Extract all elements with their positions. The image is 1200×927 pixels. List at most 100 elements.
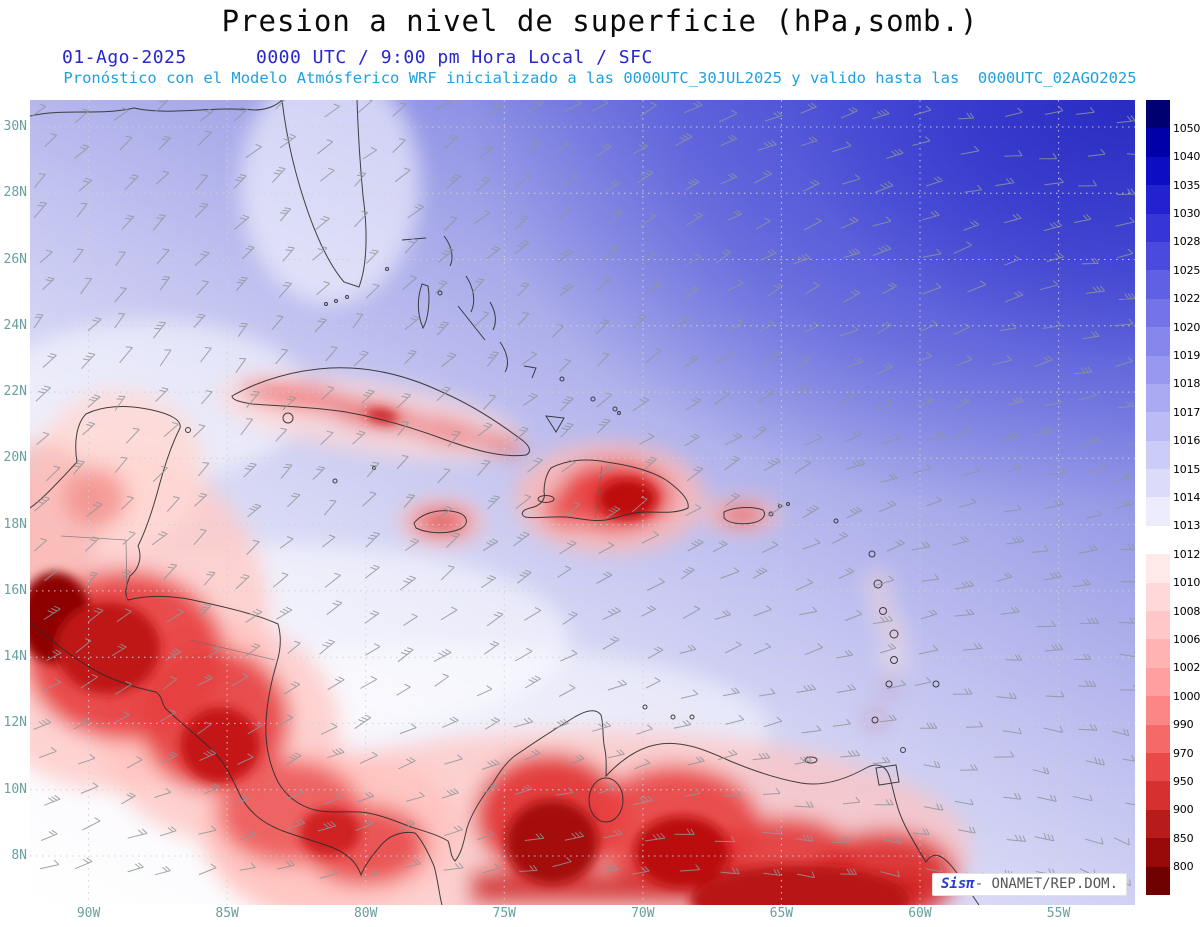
island-dominica	[879, 607, 887, 615]
lon-label-85W: 85W	[215, 906, 239, 921]
colorbar-tick-1015: 1015	[1173, 462, 1200, 476]
island-turks	[612, 406, 618, 412]
colorbar-cell-9	[1146, 355, 1170, 384]
coast-gulf-of-mexico	[30, 100, 283, 117]
colorbar-tick-1035: 1035	[1173, 178, 1200, 192]
island-caicos	[590, 396, 596, 402]
colorbar-cell-24	[1146, 781, 1170, 810]
colorbar-tick-1008: 1008	[1173, 604, 1200, 618]
island-cuba	[231, 367, 530, 457]
watermark: Sisπ- ONAMET/REP.DOM.	[931, 873, 1127, 896]
colorbar-cell-26	[1146, 838, 1170, 867]
colorbar-cell-6	[1146, 270, 1170, 299]
border-mexico-guatemala	[60, 535, 128, 600]
island-new-providence	[437, 290, 443, 296]
model-info-line: Pronóstico con el Modelo Atmósferico WRF…	[63, 69, 1137, 87]
island-florida-keys	[345, 295, 349, 299]
colorbar-tick-1002: 1002	[1173, 661, 1200, 675]
island-grenada	[871, 716, 879, 724]
island-florida-keys	[334, 299, 338, 303]
island-margarita	[804, 756, 818, 764]
island-martinique	[889, 629, 899, 639]
colorbar	[1146, 100, 1170, 895]
lat-label-16N: 16N	[3, 582, 27, 598]
island-florida-keys	[324, 302, 328, 306]
colorbar-tick-1017: 1017	[1173, 405, 1200, 419]
lat-label-30N: 30N	[3, 119, 27, 134]
lat-label-22N: 22N	[3, 384, 27, 400]
watermark-org: - ONAMET/REP.DOM.	[974, 876, 1118, 892]
colorbar-cell-3	[1146, 185, 1170, 214]
lon-label-75W: 75W	[492, 906, 516, 921]
island-eleuthera	[465, 275, 475, 313]
coast-florida	[281, 100, 367, 288]
island-puerto-rico	[723, 507, 766, 525]
colorbar-cell-16	[1146, 554, 1170, 583]
island-andros	[417, 283, 430, 330]
map-canvas	[30, 100, 1135, 905]
colorbar-tick-990: 990	[1173, 718, 1194, 732]
island-hispaniola	[521, 459, 689, 522]
pressure-shading	[30, 100, 1135, 905]
island-antigua	[868, 550, 876, 558]
colorbar-tick-1025: 1025	[1173, 263, 1200, 277]
datetime-line: 01-Ago-2025 0000 UTC / 9:00 pm Hora Loca…	[0, 47, 1200, 69]
colorbar-tick-1030: 1030	[1173, 207, 1200, 221]
colorbar-cell-15	[1146, 525, 1170, 555]
colorbar-tick-900: 900	[1173, 803, 1194, 817]
island-anguilla	[833, 518, 839, 524]
colorbar-cell-21	[1146, 696, 1170, 725]
colorbar-tick-1016: 1016	[1173, 434, 1200, 448]
colorbar-tick-1020: 1020	[1173, 320, 1200, 334]
lat-label-8N: 8N	[11, 847, 27, 863]
lake-maracaibo	[588, 777, 624, 823]
island-exuma-chain	[457, 305, 486, 341]
island-gonave	[537, 495, 555, 503]
pressure-map: Sisπ- ONAMET/REP.DOM.	[30, 100, 1135, 905]
coast-campeche	[30, 461, 78, 509]
colorbar-cell-7	[1146, 298, 1170, 328]
lon-label-55W: 55W	[1046, 906, 1071, 921]
island-tobago	[900, 747, 906, 753]
colorbar-cell-23	[1146, 752, 1170, 782]
colorbar-cell-27	[1146, 866, 1170, 895]
lat-label-26N: 26N	[3, 251, 27, 267]
island-vieques	[768, 511, 774, 517]
colorbar-tick-970: 970	[1173, 746, 1194, 760]
colorbar-tick-950: 950	[1173, 774, 1194, 788]
colorbar-cell-5	[1146, 241, 1170, 271]
colorbar-tick-1028: 1028	[1173, 235, 1200, 249]
island-turks	[617, 411, 621, 415]
lon-label-65W: 65W	[769, 906, 794, 921]
island-long-island	[499, 341, 508, 373]
colorbar-tick-1006: 1006	[1173, 632, 1200, 646]
colorbar-cell-19	[1146, 639, 1170, 668]
colorbar-tick-1040: 1040	[1173, 150, 1200, 164]
coast-caribbean-mainland	[75, 406, 980, 905]
colorbar-tick-1000: 1000	[1173, 689, 1200, 703]
colorbar-cell-1	[1146, 128, 1170, 157]
colorbar-cell-13	[1146, 469, 1170, 498]
island-trinidad	[875, 764, 900, 786]
colorbar-cell-25	[1146, 809, 1170, 839]
lat-label-18N: 18N	[3, 516, 27, 532]
island-cat	[489, 301, 496, 331]
lon-label-90W: 90W	[76, 906, 101, 921]
lat-label-14N: 14N	[3, 649, 27, 665]
colorbar-cell-11	[1146, 412, 1170, 441]
forecast-date: 01-Ago-2025	[62, 47, 187, 68]
forecast-time: 0000 UTC / 9:00 pm Hora Local / SFC	[256, 47, 653, 68]
colorbar-tick-1050: 1050	[1173, 121, 1200, 135]
island-bimini	[385, 267, 389, 271]
colorbar-cell-17	[1146, 582, 1170, 612]
lon-label-80W: 80W	[353, 906, 378, 921]
lat-label-10N: 10N	[3, 781, 27, 797]
colorbar-cell-2	[1146, 156, 1170, 186]
island-aruba	[642, 704, 648, 710]
colorbar-cell-0	[1146, 100, 1170, 129]
colorbar-cell-4	[1146, 213, 1170, 242]
island-jamaica	[413, 510, 467, 534]
island-st-lucia	[890, 656, 898, 664]
lat-label-12N: 12N	[3, 715, 27, 731]
lon-label-70W: 70W	[631, 906, 655, 921]
